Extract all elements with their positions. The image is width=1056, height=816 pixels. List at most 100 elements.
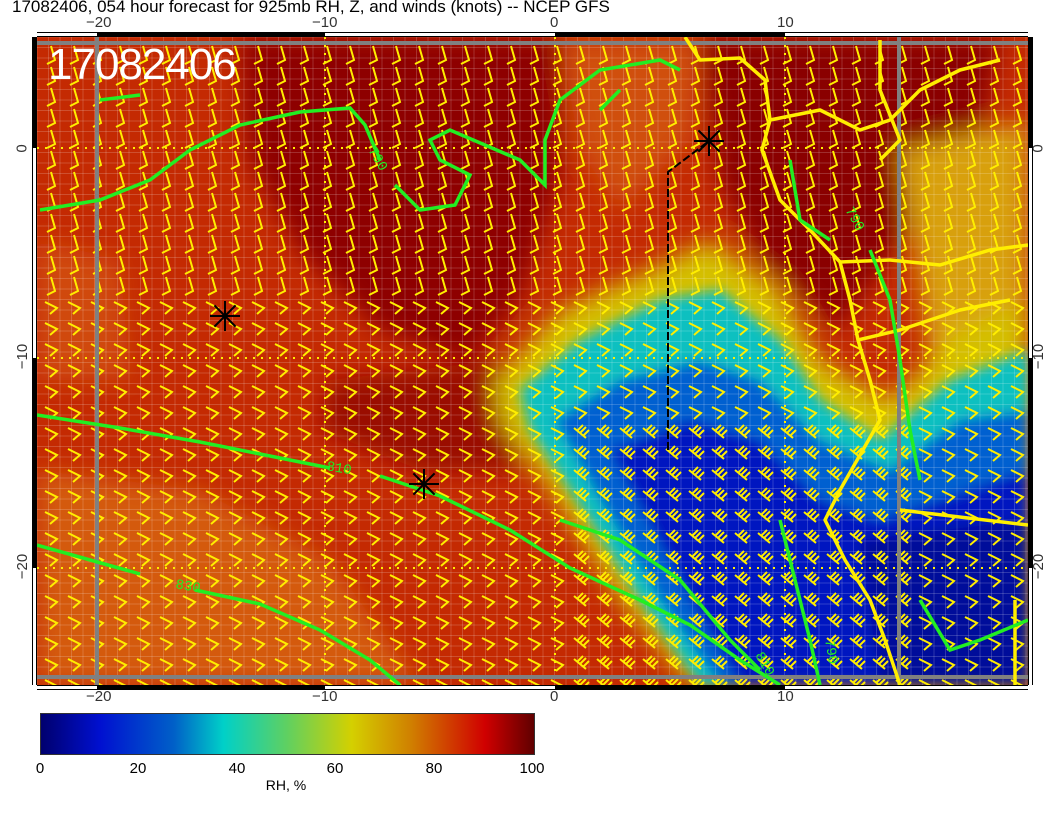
wind-barb <box>136 448 151 462</box>
wind-barb <box>987 658 1002 672</box>
wind-barb <box>989 255 1000 275</box>
wind-barb <box>1012 276 1023 296</box>
wind-barb <box>161 171 172 191</box>
wind-barb <box>619 424 636 439</box>
wind-barb <box>552 171 563 191</box>
wind-barb <box>458 511 473 525</box>
wind-barb <box>251 553 266 567</box>
wind-barb <box>964 448 979 462</box>
wind-barb <box>391 213 402 233</box>
wind-barb <box>366 574 381 588</box>
wind-barb <box>253 108 264 128</box>
wind-barb <box>621 234 632 254</box>
wind-barb <box>251 427 266 441</box>
wind-barb <box>504 595 519 609</box>
wind-barb <box>734 592 751 607</box>
wind-barb <box>458 553 473 567</box>
wind-barb <box>412 574 427 588</box>
wind-barb <box>320 448 335 462</box>
wind-barb <box>987 322 1002 336</box>
wind-barb <box>642 571 659 586</box>
wind-barb <box>253 276 264 296</box>
wind-barb <box>67 322 82 336</box>
wind-barb <box>966 150 977 170</box>
wind-barb <box>642 592 659 607</box>
wind-barb <box>780 571 797 586</box>
wind-barb <box>690 234 701 254</box>
wind-barb <box>366 511 381 525</box>
wind-barb <box>460 213 471 233</box>
wind-barb <box>665 508 682 523</box>
wind-barb <box>389 385 404 399</box>
contour-label: 810 <box>325 459 353 479</box>
wind-barb <box>412 364 427 378</box>
wind-barb <box>596 676 613 685</box>
wind-barb <box>297 343 312 357</box>
wind-barb <box>44 511 59 525</box>
wind-barb <box>368 171 379 191</box>
wind-barb <box>527 364 542 378</box>
wind-barb <box>665 301 680 315</box>
wind-barb <box>44 322 59 336</box>
wind-barb <box>138 87 149 107</box>
wind-barb <box>207 108 218 128</box>
wind-barb <box>458 406 473 420</box>
wind-barb <box>573 550 590 565</box>
wind-barb <box>276 234 287 254</box>
wind-barb <box>736 150 747 170</box>
wind-barb <box>805 66 816 86</box>
wind-barb <box>391 234 402 254</box>
wind-barb <box>736 45 747 65</box>
wind-barb <box>828 255 839 275</box>
wind-barb <box>343 406 358 420</box>
wind-barb <box>598 213 609 233</box>
wind-barb <box>943 129 954 149</box>
wind-barb <box>920 255 931 275</box>
wind-barb <box>665 592 682 607</box>
wind-barb <box>713 66 724 86</box>
wind-barb <box>803 385 818 399</box>
wind-barb <box>665 655 682 670</box>
wind-barb <box>481 469 496 483</box>
wind-barb <box>115 171 126 191</box>
wind-barb <box>688 550 705 565</box>
wind-barb <box>987 448 1002 462</box>
wind-barb <box>550 448 565 462</box>
lon-tick-bottom: 10 <box>777 688 794 705</box>
wind-barb <box>688 613 705 628</box>
wind-barb <box>598 171 609 191</box>
wind-barb <box>642 301 657 315</box>
wind-barb <box>642 385 657 399</box>
wind-barb <box>575 129 586 149</box>
wind-barb <box>253 87 264 107</box>
wind-barb <box>343 301 358 315</box>
wind-barb <box>481 448 496 462</box>
wind-barb <box>161 87 172 107</box>
wind-barb <box>69 171 80 191</box>
wind-barb <box>803 655 820 670</box>
wind-barb <box>1012 87 1023 107</box>
wind-barb <box>529 192 540 212</box>
wind-barb <box>598 108 609 128</box>
wind-barb <box>69 255 80 275</box>
wind-barb <box>251 616 266 630</box>
wind-barb <box>918 616 933 630</box>
wind-barb <box>552 129 563 149</box>
wind-barb <box>481 574 496 588</box>
wind-barb <box>228 385 243 399</box>
wind-barb <box>1010 574 1025 588</box>
wind-barb <box>849 592 866 607</box>
wind-barb <box>435 658 450 672</box>
wind-barb <box>299 192 310 212</box>
wind-barb <box>113 616 128 630</box>
wind-barb <box>161 234 172 254</box>
wind-barb <box>230 192 241 212</box>
wind-barb <box>113 385 128 399</box>
wind-barb <box>251 406 266 420</box>
wind-barb <box>596 508 613 523</box>
wind-barb <box>412 595 427 609</box>
wind-barb <box>527 679 541 685</box>
wind-barb <box>343 574 358 588</box>
wind-barb <box>228 553 243 567</box>
wind-barb <box>368 234 379 254</box>
